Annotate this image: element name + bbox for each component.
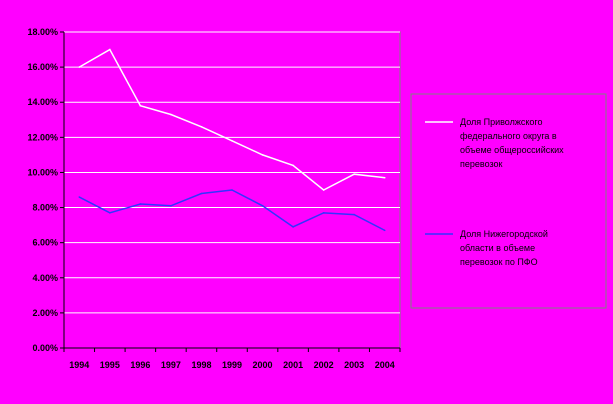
x-tick-label: 2003 xyxy=(344,360,364,370)
series-1-point xyxy=(261,154,264,156)
series-1-point xyxy=(170,113,172,116)
legend-label-1: перевозок xyxy=(460,159,503,169)
tick-labels: 0.00% 2.00% 4.00% 6.00% 8.00% 10.00% 12.00% 14.… xyxy=(27,27,394,370)
series-1-point xyxy=(200,126,203,128)
series-1-point xyxy=(353,173,355,175)
legend-label-1: федерального округа в xyxy=(460,131,557,141)
series-2-point xyxy=(139,203,142,205)
axes xyxy=(60,31,401,352)
series-1-point xyxy=(383,176,386,179)
series-1-point xyxy=(231,140,233,142)
x-tick-label: 1994 xyxy=(69,360,89,370)
legend-label-1: Доля Приволжского xyxy=(460,117,543,127)
series-2-point xyxy=(261,205,264,207)
legend-label-2: Доля Нижегородской xyxy=(460,229,548,239)
series-1-point xyxy=(139,104,142,107)
legend: Доля Приволжского федерального округа в об… xyxy=(410,93,607,309)
x-tick-label: 1996 xyxy=(130,360,150,370)
series-2-point xyxy=(200,192,203,195)
series-2-point xyxy=(322,212,325,214)
y-tick-label: 6.00% xyxy=(32,238,58,248)
y-tick-label: 18.00% xyxy=(27,27,58,37)
x-tick-label: 1998 xyxy=(191,360,211,370)
x-tick-label: 1997 xyxy=(161,360,181,370)
y-tick-label: 10.00% xyxy=(27,167,58,177)
x-tick-label: 2000 xyxy=(253,360,273,370)
y-tick-label: 16.00% xyxy=(27,62,58,72)
y-tick-label: 0.00% xyxy=(32,343,58,353)
gridlines xyxy=(64,31,400,314)
legend-label-2: области в объеме xyxy=(460,243,535,253)
y-tick-label: 12.00% xyxy=(27,132,58,142)
x-tick-label: 2002 xyxy=(314,360,334,370)
series-lines xyxy=(78,48,386,232)
series-1-point xyxy=(292,164,294,167)
series-2-point xyxy=(109,212,111,214)
x-tick-label: 1995 xyxy=(100,360,120,370)
series-2-point xyxy=(292,226,294,228)
y-tick-label: 8.00% xyxy=(32,203,58,213)
series-2-point xyxy=(231,189,233,191)
legend-box xyxy=(410,93,607,309)
series-2-point xyxy=(353,213,355,216)
series-2-point xyxy=(383,229,386,232)
series-2-point xyxy=(78,196,81,198)
series-1-point xyxy=(322,189,325,191)
x-tick-label: 2004 xyxy=(375,360,395,370)
series-1-point xyxy=(109,48,111,51)
series-1-point xyxy=(78,66,81,68)
legend-label-1: объеме общероссийских xyxy=(460,145,564,155)
legend-label-2: перевозок по ПФО xyxy=(460,257,538,267)
x-tick-label: 2001 xyxy=(283,360,303,370)
y-tick-label: 4.00% xyxy=(32,273,58,283)
y-tick-label: 14.00% xyxy=(27,97,58,107)
y-tick-label: 2.00% xyxy=(32,308,58,318)
series-2-point xyxy=(170,205,172,207)
x-tick-label: 1999 xyxy=(222,360,242,370)
